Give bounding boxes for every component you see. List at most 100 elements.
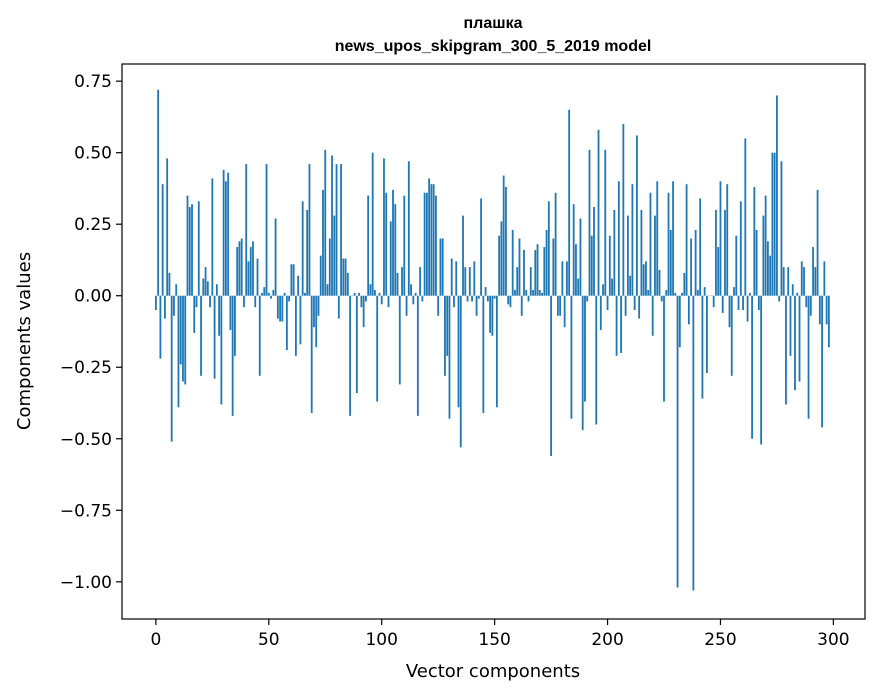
x-tick-label: 300 — [817, 630, 849, 650]
bar-160 — [516, 267, 519, 296]
bar-209 — [626, 215, 629, 296]
bar-242 — [701, 295, 704, 399]
bar-77 — [328, 238, 331, 296]
bar-172 — [543, 247, 546, 296]
bar-278 — [782, 267, 785, 296]
bar-157 — [509, 295, 512, 308]
y-tick-label: 0.50 — [74, 144, 112, 164]
bar-74 — [322, 189, 324, 296]
bar-234 — [683, 272, 686, 296]
bars-group — [154, 89, 830, 591]
bar-216 — [642, 264, 645, 296]
bar-147 — [486, 295, 489, 302]
bar-276 — [778, 295, 781, 302]
bar-177 — [554, 192, 557, 296]
bar-142 — [475, 295, 478, 316]
bar-293 — [816, 189, 819, 296]
y-axis-ticks: 0.75 0.50 0.25 0.00 −0.25 −0.50 −0.75 −1.00 — [60, 72, 122, 593]
bar-88 — [353, 292, 356, 296]
bar-38 — [240, 238, 243, 296]
bar-53 — [274, 218, 277, 296]
bar-233 — [681, 292, 683, 296]
bar-76 — [326, 284, 329, 296]
bar-150 — [493, 295, 496, 299]
bar-195 — [595, 295, 598, 425]
bar-47 — [261, 292, 263, 296]
bar-166 — [529, 267, 532, 296]
bar-115 — [414, 292, 417, 296]
bar-151 — [495, 295, 498, 408]
x-axis-ticks: 0 50 100 150 200 250 300 — [150, 619, 850, 650]
bar-225 — [663, 295, 665, 402]
bar-173 — [545, 229, 548, 296]
bar-259 — [739, 201, 742, 296]
bar-287 — [803, 267, 805, 296]
bar-211 — [631, 184, 634, 296]
bar-184 — [570, 295, 573, 419]
bar-239 — [694, 229, 697, 296]
bar-8 — [173, 295, 175, 316]
bar-168 — [534, 249, 537, 296]
bar-295 — [821, 295, 823, 428]
bar-75 — [324, 149, 327, 296]
bar-31 — [224, 181, 227, 296]
y-tick-label: −0.75 — [60, 501, 112, 521]
bar-212 — [633, 295, 636, 311]
bar-67 — [306, 209, 309, 296]
bar-224 — [660, 295, 663, 302]
bar-169 — [536, 244, 539, 296]
bar-196 — [597, 129, 600, 296]
x-axis-label: Vector components — [406, 661, 580, 682]
bar-69 — [310, 295, 313, 414]
bar-4 — [164, 295, 166, 319]
bar-9 — [175, 284, 178, 296]
bar-86 — [349, 295, 351, 416]
bar-192 — [588, 149, 591, 296]
y-tick-label: 0.00 — [74, 287, 112, 307]
bar-45 — [256, 258, 259, 296]
bar-204 — [615, 295, 618, 356]
bar-89 — [355, 295, 358, 393]
bar-241 — [699, 198, 702, 296]
bar-180 — [561, 261, 564, 296]
bar-205 — [617, 181, 620, 296]
bar-54 — [276, 295, 279, 319]
y-tick-label: −1.00 — [60, 573, 112, 593]
bar-298 — [827, 295, 830, 348]
bar-68 — [308, 164, 311, 296]
bar-23 — [206, 281, 209, 296]
bar-235 — [685, 184, 688, 296]
bar-120 — [425, 192, 428, 296]
bar-145 — [482, 295, 485, 414]
bar-289 — [807, 295, 810, 419]
bar-152 — [498, 235, 501, 296]
bar-297 — [825, 295, 828, 325]
bar-163 — [523, 249, 525, 296]
bar-24 — [209, 295, 211, 308]
bar-84 — [344, 258, 347, 296]
bar-257 — [735, 235, 738, 296]
bar-65 — [301, 201, 304, 296]
bar-113 — [410, 284, 412, 296]
bar-247 — [712, 295, 715, 308]
bar-36 — [236, 247, 239, 296]
bar-43 — [252, 241, 254, 296]
bar-130 — [448, 295, 451, 419]
bar-155 — [505, 187, 507, 296]
bar-230 — [674, 292, 677, 296]
bar-10 — [177, 295, 180, 408]
bar-99 — [378, 292, 381, 296]
bar-265 — [753, 187, 756, 296]
bar-132 — [453, 295, 455, 308]
bar-229 — [672, 181, 674, 296]
bar-228 — [669, 229, 672, 296]
bar-221 — [654, 215, 656, 296]
bar-255 — [730, 295, 733, 376]
bar-232 — [678, 295, 681, 348]
bar-274 — [773, 152, 776, 296]
bar-73 — [319, 255, 322, 296]
bar-137 — [464, 267, 467, 296]
bar-79 — [333, 215, 336, 296]
bar-13 — [184, 295, 187, 385]
